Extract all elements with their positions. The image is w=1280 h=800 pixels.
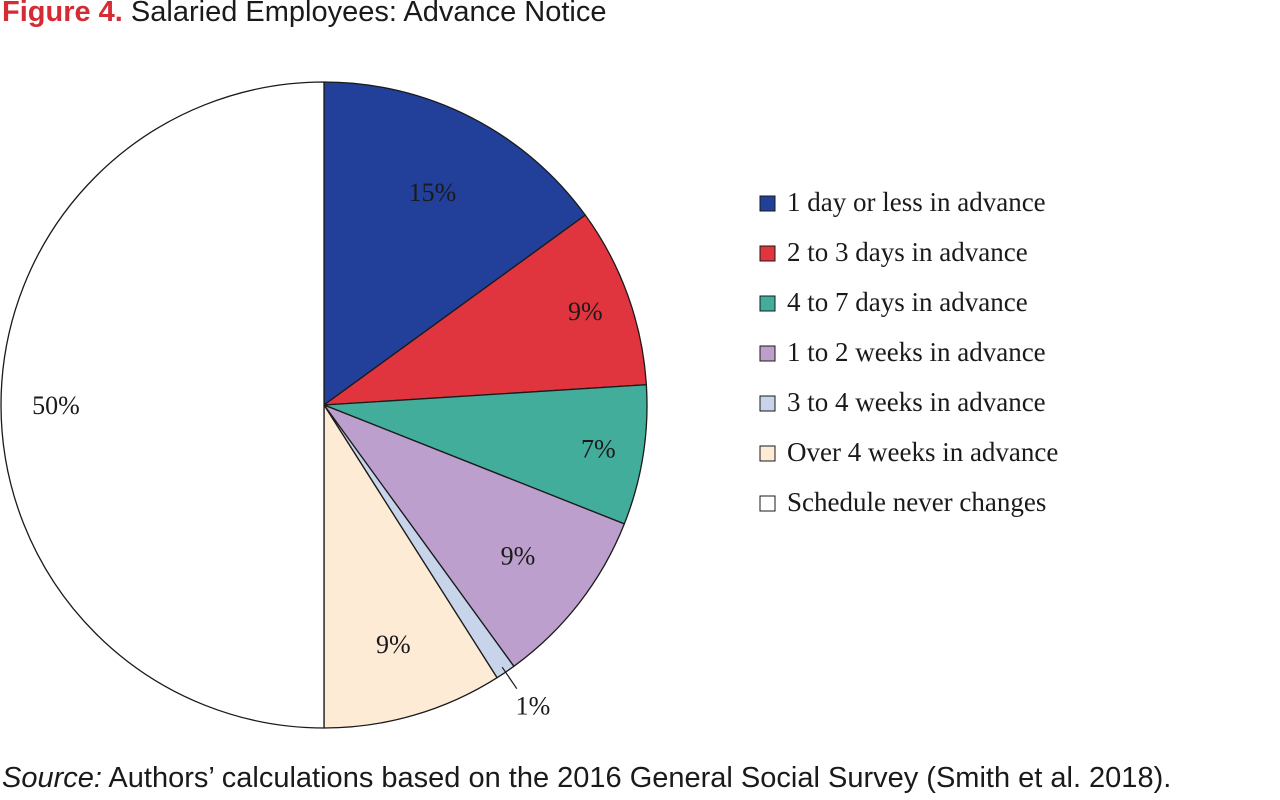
- legend-swatch: [759, 345, 776, 362]
- legend-label: 2 to 3 days in advance: [787, 237, 1028, 267]
- pie-slice: [323, 81, 586, 406]
- legend-swatch: [759, 495, 776, 512]
- legend-swatch: [759, 245, 776, 262]
- pie-slices: [0, 81, 648, 729]
- leader-line: [501, 666, 518, 690]
- chart-title: Figure 4. Salaried Employees: Advance No…: [2, 0, 606, 29]
- legend-swatch: [759, 445, 776, 462]
- slice-value-label: 9%: [501, 541, 536, 570]
- slice-value-label: 9%: [376, 630, 411, 659]
- pie-chart: 15% 9% 7% 9% 1% 9% 50% 1 day or less in advanc…: [0, 81, 1058, 729]
- legend-swatch: [759, 195, 776, 212]
- source-note: Source: Authors’ calculations based on t…: [2, 762, 1171, 795]
- legend-label: 4 to 7 days in advance: [787, 287, 1028, 317]
- pie-slice: [323, 384, 648, 525]
- slice-value-label: 15%: [409, 178, 457, 207]
- source-label: Source:: [2, 762, 102, 794]
- slice-value-label: 9%: [568, 297, 603, 326]
- legend-label: Over 4 weeks in advance: [787, 437, 1058, 467]
- legend-label: 1 to 2 weeks in advance: [787, 337, 1046, 367]
- figure-label: Figure 4.: [2, 0, 123, 28]
- pie-slice: [323, 404, 625, 667]
- pie-slice: [0, 81, 325, 729]
- legend-swatch: [759, 395, 776, 412]
- slice-labels: 15% 9% 7% 9% 1% 9% 50%: [32, 178, 616, 721]
- slice-value-label: 50%: [32, 391, 80, 420]
- legend: 1 day or less in advance 2 to 3 days in a…: [759, 187, 1058, 517]
- legend-label: 3 to 4 weeks in advance: [787, 387, 1046, 417]
- legend-swatch: [759, 295, 776, 312]
- title-text: Salaried Employees: Advance Notice: [130, 0, 607, 28]
- source-text: Authors’ calculations based on the 2016 …: [108, 762, 1172, 794]
- legend-label: 1 day or less in advance: [787, 187, 1046, 217]
- slice-value-label: 1%: [516, 692, 551, 721]
- slice-value-label: 7%: [581, 434, 616, 463]
- pie-slice: [323, 214, 648, 406]
- legend-label: Schedule never changes: [787, 487, 1046, 517]
- pie-slice: [323, 404, 498, 729]
